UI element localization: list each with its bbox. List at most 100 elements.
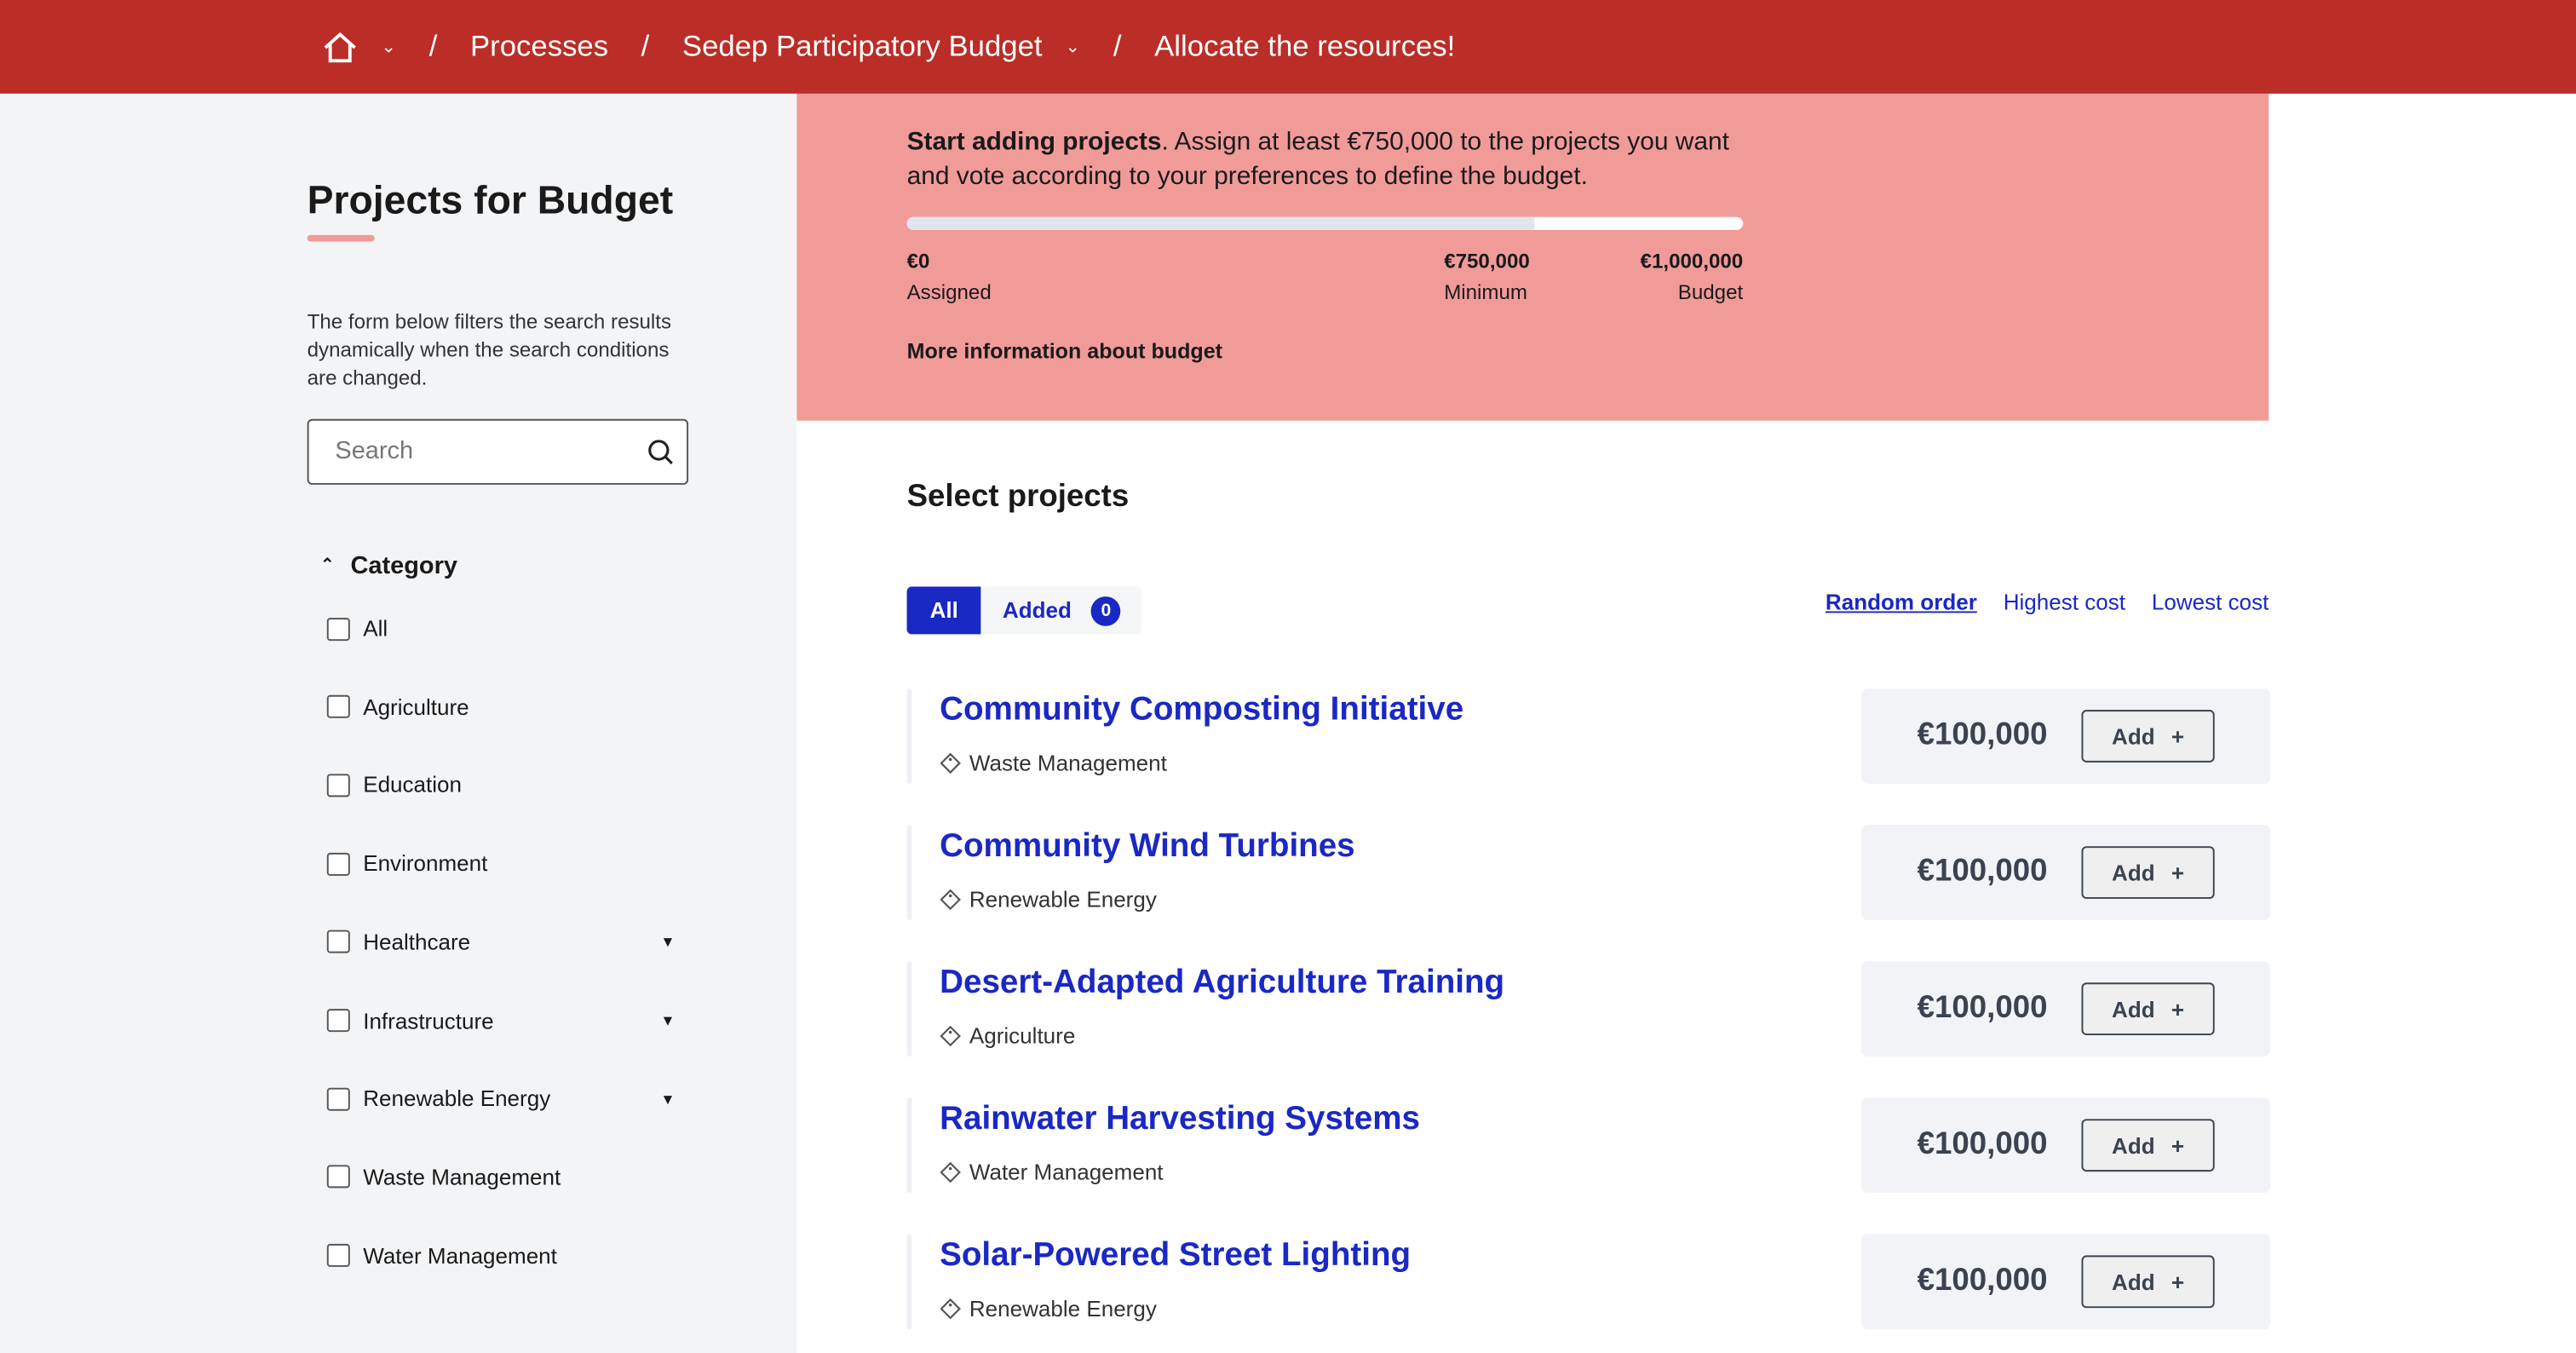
category-checkbox-item[interactable]: Education bbox=[326, 773, 676, 798]
project-category: Renewable Energy bbox=[940, 1297, 1157, 1321]
budget-message: Start adding projects. Assign at least €… bbox=[907, 125, 1762, 194]
category-checkbox-item[interactable]: All bbox=[326, 616, 676, 641]
category-checkbox-item[interactable]: Infrastructure ▼ bbox=[326, 1008, 676, 1033]
add-project-button[interactable]: Add + bbox=[2081, 1255, 2215, 1309]
project-title[interactable]: Rainwater Harvesting Systems bbox=[940, 1101, 1420, 1137]
checkbox[interactable] bbox=[326, 1244, 350, 1268]
add-project-button[interactable]: Add + bbox=[2081, 710, 2215, 763]
category-checkbox-item[interactable]: Water Management bbox=[326, 1243, 676, 1269]
title-underline bbox=[307, 234, 375, 242]
tag-icon bbox=[940, 1298, 961, 1320]
category-checkbox-item[interactable]: Renewable Energy ▼ bbox=[326, 1086, 676, 1111]
category-label: Water Management bbox=[363, 1243, 557, 1269]
top-navigation: ⌄ / Processes / Sedep Participatory Budg… bbox=[0, 0, 2576, 94]
checkbox[interactable] bbox=[326, 774, 350, 797]
category-label: Agriculture bbox=[363, 694, 469, 720]
assigned-info: €0 Assigned bbox=[907, 246, 992, 308]
project-amount: €100,000 bbox=[1917, 990, 2048, 1026]
category-label: Category bbox=[350, 551, 457, 580]
project-amount: €100,000 bbox=[1917, 1126, 2048, 1162]
budget-summary: Start adding projects. Assign at least €… bbox=[796, 93, 2269, 421]
sort-random[interactable]: Random order bbox=[1825, 590, 1977, 615]
search-icon[interactable] bbox=[647, 439, 674, 465]
category-label: Environment bbox=[363, 851, 488, 877]
category-checkbox-item[interactable]: Agriculture bbox=[326, 694, 676, 720]
checkbox[interactable] bbox=[326, 930, 350, 954]
budget-label: Budget bbox=[1677, 280, 1744, 304]
category-label: Healthcare bbox=[363, 930, 471, 955]
caret-down-icon[interactable]: ▼ bbox=[660, 1090, 676, 1108]
chevron-down-icon[interactable]: ⌄ bbox=[381, 37, 397, 58]
budget-value: €1,000,000 bbox=[1640, 250, 1744, 273]
search-placeholder: Search bbox=[335, 436, 414, 465]
sort-options: Random order Highest cost Lowest cost bbox=[1826, 590, 2268, 614]
tag-icon bbox=[940, 1025, 961, 1047]
tag-icon bbox=[940, 889, 961, 911]
add-project-button[interactable]: Add + bbox=[2081, 1119, 2215, 1172]
category-name: Renewable Energy bbox=[969, 1296, 1157, 1321]
breadcrumb-process[interactable]: Sedep Participatory Budget bbox=[681, 29, 1043, 63]
progress-fill bbox=[906, 216, 1534, 230]
category-checkbox-item[interactable]: Healthcare ▼ bbox=[326, 930, 676, 955]
sort-highest-cost[interactable]: Highest cost bbox=[2003, 590, 2125, 615]
breadcrumb-processes[interactable]: Processes bbox=[470, 29, 609, 63]
search-input[interactable]: Search bbox=[307, 418, 689, 485]
checkbox[interactable] bbox=[326, 1009, 350, 1033]
minimum-label: Minimum bbox=[1444, 280, 1527, 304]
project-title[interactable]: Community Composting Initiative bbox=[940, 691, 1464, 728]
home-icon[interactable] bbox=[322, 31, 358, 64]
chevron-down-icon[interactable]: ⌄ bbox=[1065, 37, 1081, 58]
add-project-button[interactable]: Add + bbox=[2081, 846, 2215, 899]
add-label: Add bbox=[2112, 1132, 2155, 1158]
budget-progress-bar bbox=[906, 216, 1744, 230]
project-price-box: €100,000 Add + bbox=[1861, 961, 2271, 1057]
assigned-value: €0 bbox=[906, 250, 930, 273]
tab-added[interactable]: Added 0 bbox=[981, 586, 1142, 634]
breadcrumb-separator: / bbox=[1113, 29, 1122, 63]
sidebar: Projects for Budget The form below filte… bbox=[0, 93, 797, 1353]
checkbox[interactable] bbox=[326, 1087, 350, 1111]
project-price-box: €100,000 Add + bbox=[1861, 688, 2271, 784]
tab-all[interactable]: All bbox=[906, 586, 981, 635]
add-project-button[interactable]: Add + bbox=[2081, 982, 2215, 1035]
item-edge bbox=[906, 1234, 912, 1330]
breadcrumb-step[interactable]: Allocate the resources! bbox=[1154, 29, 1456, 63]
category-checkbox-item[interactable]: Environment bbox=[326, 851, 676, 877]
checkbox[interactable] bbox=[326, 852, 350, 876]
category-label: Education bbox=[363, 773, 463, 798]
project-price-box: €100,000 Add + bbox=[1861, 825, 2271, 920]
checkbox[interactable] bbox=[326, 617, 350, 641]
project-item: Solar-Powered Street Lighting Renewable E… bbox=[906, 1234, 2271, 1330]
category-toggle[interactable]: ⌃ Category bbox=[320, 552, 457, 580]
category-name: Waste Management bbox=[969, 751, 1167, 776]
project-title[interactable]: Solar-Powered Street Lighting bbox=[940, 1237, 1412, 1274]
sidebar-title: Projects for Budget bbox=[307, 179, 674, 224]
item-edge bbox=[906, 1097, 912, 1194]
plus-icon: + bbox=[2171, 1132, 2185, 1158]
add-label: Add bbox=[2112, 860, 2155, 885]
checkbox[interactable] bbox=[326, 1166, 350, 1189]
project-item: Desert-Adapted Agriculture Training Agric… bbox=[906, 961, 2271, 1057]
category-checkbox-item[interactable]: Waste Management bbox=[326, 1165, 676, 1189]
project-title[interactable]: Desert-Adapted Agriculture Training bbox=[940, 964, 1505, 1001]
add-label: Add bbox=[2112, 723, 2155, 749]
item-edge bbox=[906, 688, 912, 784]
select-projects-title: Select projects bbox=[906, 480, 1130, 515]
assigned-label: Assigned bbox=[906, 280, 992, 304]
more-info-link[interactable]: More information about budget bbox=[906, 338, 1223, 364]
caret-down-icon[interactable]: ▼ bbox=[660, 934, 676, 951]
added-count-badge: 0 bbox=[1091, 596, 1121, 625]
breadcrumb-separator: / bbox=[428, 29, 438, 63]
item-edge bbox=[906, 825, 912, 920]
project-item: Community Wind Turbines Renewable Energy €… bbox=[906, 825, 2271, 920]
project-item: Community Composting Initiative Waste Man… bbox=[906, 688, 2271, 784]
checkbox[interactable] bbox=[326, 695, 350, 719]
budget-message-text: . Assign at least €750,000 to the projec… bbox=[906, 128, 1729, 191]
sort-lowest-cost[interactable]: Lowest cost bbox=[2151, 590, 2269, 615]
tag-icon bbox=[940, 1161, 961, 1183]
breadcrumb-separator: / bbox=[641, 29, 650, 63]
caret-down-icon[interactable]: ▼ bbox=[660, 1011, 676, 1029]
minimum-value: €750,000 bbox=[1444, 250, 1530, 273]
tab-added-label: Added bbox=[1002, 597, 1072, 623]
project-title[interactable]: Community Wind Turbines bbox=[940, 827, 1355, 865]
